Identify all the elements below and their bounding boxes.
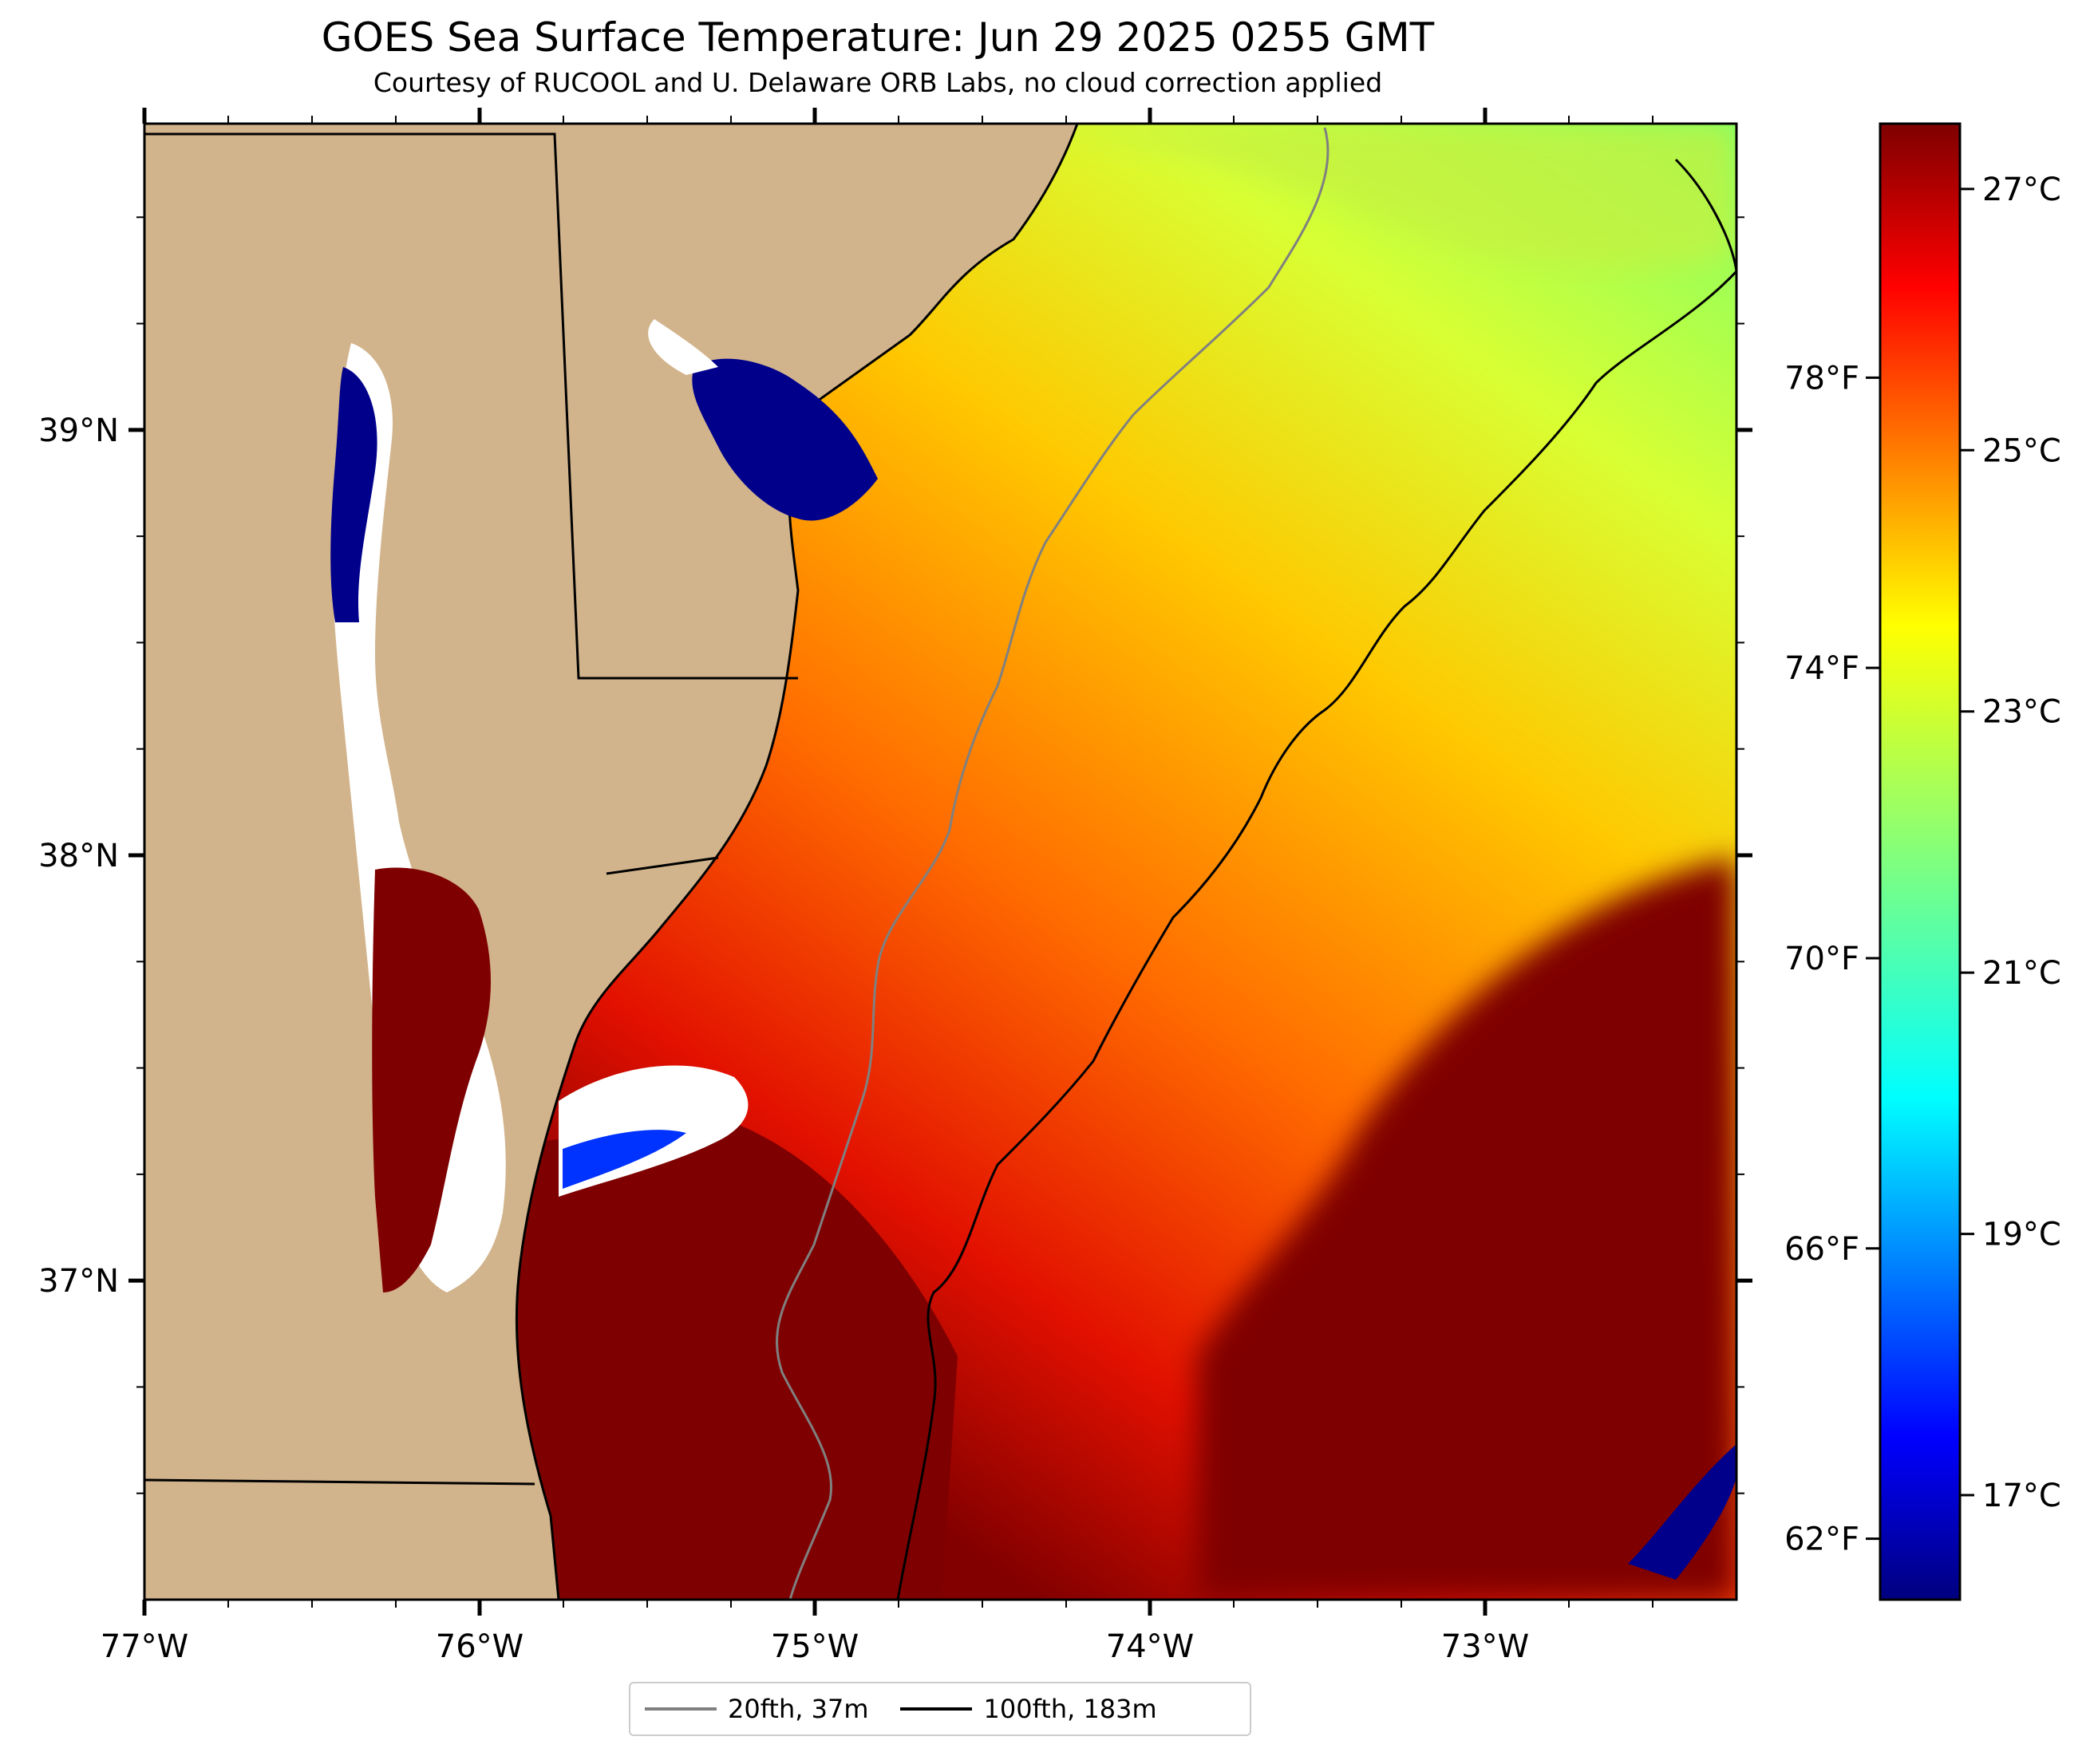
- lower-chesapeake-warm: [372, 867, 491, 1292]
- contour-100fth: [896, 158, 1736, 1600]
- colorbar-fahrenheit-ticks: 78°F 74°F 70°F 66°F 62°F: [1784, 360, 1880, 1558]
- map-plot-area[interactable]: [144, 124, 1736, 1600]
- colorbar-c-label: 21°C: [1982, 955, 2061, 992]
- legend-swatch-20fth: [645, 1707, 717, 1711]
- delaware-bay-nodata: [648, 319, 718, 375]
- legend-swatch-100fth: [900, 1707, 973, 1711]
- lon-tick-label: 74°W: [1106, 1628, 1194, 1665]
- contour-legend: 20fth, 37m 100fth, 183m: [629, 1682, 1251, 1736]
- colorbar-f-label: 62°F: [1784, 1521, 1859, 1558]
- legend-item-20fth: 20fth, 37m: [645, 1694, 868, 1724]
- map-title: GOES Sea Surface Temperature: Jun 29 202…: [321, 14, 1435, 61]
- legend-label-100fth: 100fth, 183m: [983, 1694, 1157, 1724]
- colorbar-f-label: 74°F: [1784, 650, 1859, 687]
- state-border-md-de: [144, 132, 798, 680]
- colorbar-f-label: 78°F: [1784, 360, 1859, 397]
- coastal-bay-cold: [563, 1130, 686, 1189]
- state-border-md-va: [606, 856, 719, 875]
- upper-chesapeake-cold: [330, 367, 377, 622]
- latitude-axis: 39°N 38°N 37°N: [38, 216, 1752, 1494]
- cold-eddy-patch: [1628, 1444, 1736, 1580]
- colorbar-c-label: 27°C: [1982, 172, 2061, 208]
- colorbar-c-label: 17°C: [1982, 1478, 2061, 1514]
- map-subtitle: Courtesy of RUCOOL and U. Delaware ORB L…: [373, 67, 1383, 98]
- delaware-bay-cold: [692, 358, 878, 521]
- map-frame: [143, 122, 1738, 1601]
- lon-tick-label: 75°W: [771, 1628, 859, 1665]
- lon-tick-label: 73°W: [1441, 1628, 1529, 1665]
- colorbar: [1879, 122, 1962, 1601]
- colorbar-f-label: 66°F: [1784, 1231, 1859, 1268]
- colorbar-c-label: 23°C: [1982, 694, 2061, 731]
- lon-tick-label: 76°W: [436, 1628, 523, 1665]
- legend-item-100fth: 100fth, 183m: [900, 1694, 1157, 1724]
- colorbar-c-label: 25°C: [1982, 432, 2061, 469]
- legend-label-20fth: 20fth, 37m: [728, 1694, 869, 1724]
- state-border-va-nc: [144, 1478, 535, 1486]
- lat-tick-label: 39°N: [38, 412, 119, 449]
- colorbar-c-label: 19°C: [1982, 1217, 2061, 1253]
- cool-shelf-water: [1037, 124, 1736, 270]
- lat-tick-label: 38°N: [38, 838, 119, 874]
- colorbar-f-label: 70°F: [1784, 941, 1859, 977]
- lon-tick-label: 77°W: [101, 1628, 188, 1665]
- lat-tick-label: 37°N: [38, 1263, 119, 1300]
- warm-water-mass: [1197, 858, 1736, 1600]
- colorbar-celsius-ticks: 27°C 25°C 23°C 21°C 19°C 17°C: [1960, 172, 2061, 1514]
- contour-20fth: [776, 127, 1329, 1600]
- longitude-axis: 77°W 76°W 75°W 74°W 73°W: [101, 108, 1653, 1665]
